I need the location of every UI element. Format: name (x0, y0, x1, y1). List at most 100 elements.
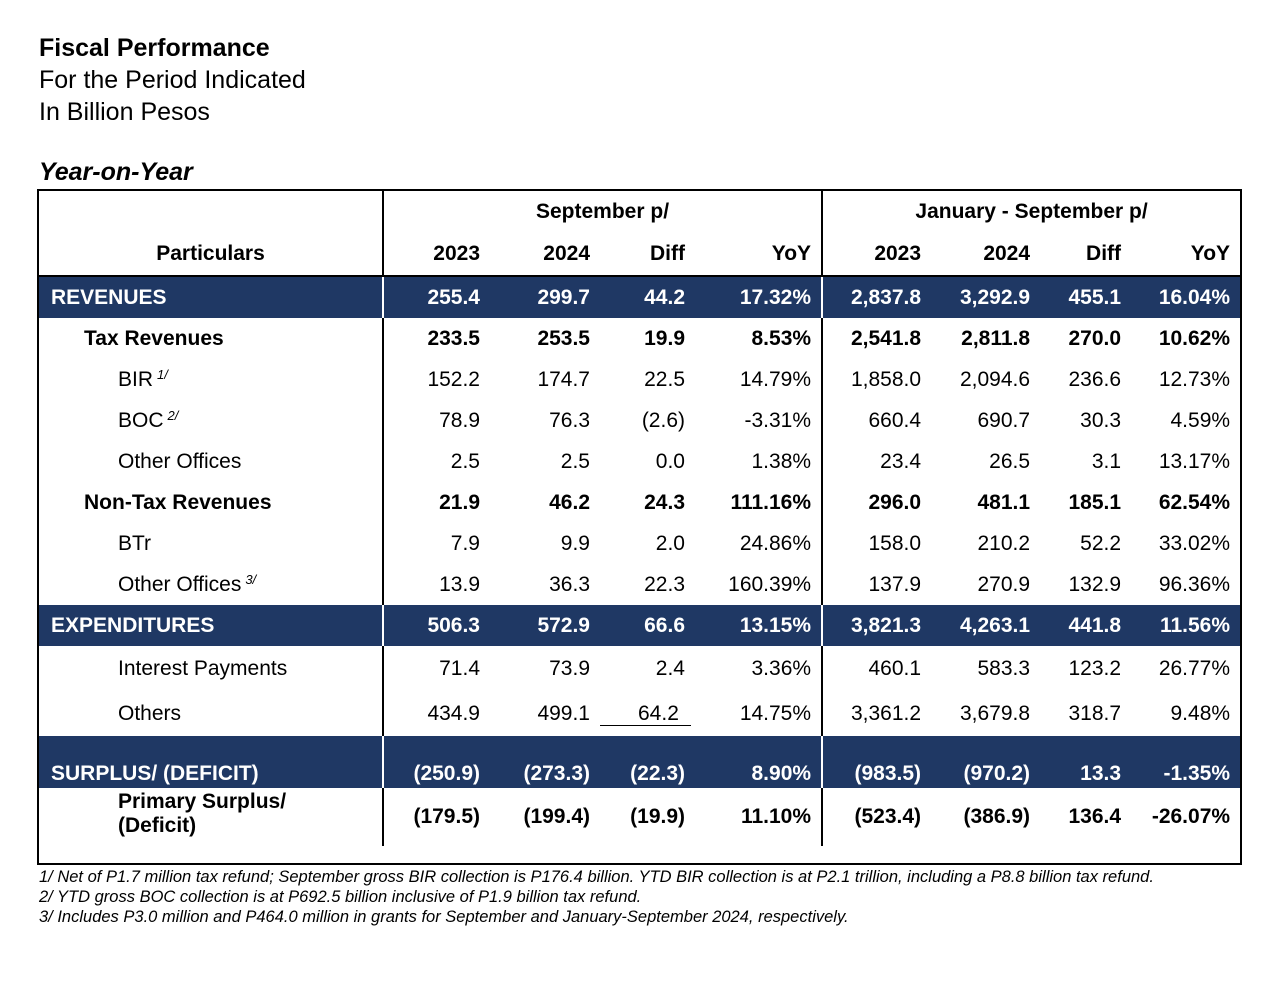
cell: 13.9 (382, 564, 490, 605)
column-header: Diff (1086, 242, 1122, 265)
row-label: Non-Tax Revenues (84, 490, 272, 514)
row-label: (Deficit) (118, 814, 197, 837)
cell: 21.9 (382, 482, 490, 523)
row-label-cell: BOC 2/ (39, 400, 383, 441)
cell: 2.4 (655, 656, 685, 680)
cell: 7.9 (382, 523, 490, 564)
cell: 33.02% (1158, 531, 1231, 555)
cell: 11.56% (1131, 605, 1241, 646)
cell: 30.3 (1080, 408, 1122, 432)
cell: 2,541.8 (821, 318, 932, 359)
footnote-ref: 3/ (245, 572, 257, 587)
column-header: 2023 (382, 233, 490, 276)
cell: 2,811.8 (961, 326, 1031, 350)
table-row-expenditures: EXPENDITURES 506.3 572.9 66.6 13.15% 3,8… (39, 605, 1241, 646)
cell: 185.1 (1068, 490, 1122, 514)
group-header-september: September p/ (381, 191, 823, 233)
cell: 137.9 (821, 564, 932, 605)
cell: 8.53% (751, 326, 812, 350)
cell: 111.16% (730, 490, 812, 514)
cell: 71.4 (382, 646, 490, 691)
cell: 233.5 (382, 318, 490, 359)
cell: 46.2 (549, 490, 590, 514)
cell: 152.2 (382, 359, 490, 400)
page-subtitle-period: For the Period Indicated (39, 66, 306, 94)
cell: 660.4 (821, 400, 932, 441)
cell: 24.86% (739, 531, 812, 555)
row-label: BTr (118, 531, 152, 555)
cell: 434.9 (382, 691, 490, 736)
section-heading: Year-on-Year (39, 158, 193, 186)
cell: -3.31% (744, 408, 812, 432)
cell: 14.75% (739, 701, 812, 725)
page-subtitle-units: In Billion Pesos (39, 98, 210, 126)
cell: 14.79% (739, 367, 812, 391)
row-label: Other Offices (118, 573, 242, 596)
cell: 13.17% (1158, 449, 1231, 473)
cell: 64.2 (600, 701, 691, 726)
row-label: REVENUES (39, 275, 383, 318)
row-label: EXPENDITURES (39, 605, 383, 646)
cell: 23.4 (821, 441, 932, 482)
cell: 52.2 (1080, 531, 1122, 555)
table-row-bir: BIR 1/ 152.2 174.7 22.5 14.79% 1,858.0 2,… (39, 359, 1240, 400)
header-group-row: September p/ January - September p/ (39, 191, 1241, 233)
cell: 3,821.3 (821, 605, 932, 646)
cell: 296.0 (821, 482, 932, 523)
table-row-revenues: REVENUES 255.4 299.7 44.2 17.32% 2,837.8… (39, 275, 1241, 318)
cell: 255.4 (382, 275, 490, 318)
cell: 2.0 (655, 531, 685, 555)
cell: 24.3 (644, 490, 685, 514)
cell: 2,837.8 (821, 275, 932, 318)
cell: 76.3 (549, 408, 590, 432)
row-label: Primary Surplus/ (118, 790, 287, 813)
cell: 1.38% (751, 449, 812, 473)
cell: 2,094.6 (959, 367, 1031, 391)
cell: (2.6) (641, 408, 685, 432)
cell: 583.3 (977, 656, 1031, 680)
cell: 9.9 (560, 531, 590, 555)
column-header: YoY (1190, 242, 1231, 265)
table-row-primary-surplus: Primary Surplus/(Deficit) (179.5) (199.4… (39, 788, 1240, 846)
row-label-cell: Other Offices 3/ (39, 564, 383, 605)
cell: 160.39% (728, 572, 812, 596)
row-label: Other Offices (118, 449, 242, 473)
cell: 460.1 (821, 646, 932, 691)
row-label: BOC (118, 409, 164, 432)
cell: 299.7 (490, 275, 600, 318)
table-row-surplus-deficit: SURPLUS/ (DEFICIT) (250.9) (273.3) (22.3… (39, 736, 1241, 788)
cell: 36.3 (549, 572, 590, 596)
table-row-tax-revenues: Tax Revenues 233.5 253.5 19.9 8.53% 2,54… (39, 318, 1240, 359)
cell: 8.90% (695, 736, 823, 788)
cell: 210.2 (977, 531, 1031, 555)
cell: 270.9 (977, 572, 1031, 596)
column-header: 2023 (821, 233, 932, 276)
table-row-non-tax-revenues: Non-Tax Revenues 21.9 46.2 24.3 111.16% … (39, 482, 1240, 523)
cell: 506.3 (382, 605, 490, 646)
footnote-3: 3/ Includes P3.0 million and P464.0 mill… (39, 908, 849, 926)
cell: 26.77% (1158, 656, 1231, 680)
cell: (250.9) (382, 736, 490, 788)
fiscal-performance-table: September p/ January - September p/ Part… (39, 191, 1241, 846)
cell: 236.6 (1068, 367, 1122, 391)
row-label: BIR (118, 368, 154, 391)
cell: (199.4) (523, 805, 590, 828)
page-title: Fiscal Performance (39, 34, 270, 62)
cell: (983.5) (821, 736, 932, 788)
cell: 96.36% (1158, 572, 1231, 596)
cell: 158.0 (821, 523, 932, 564)
table-row-interest-payments: Interest Payments 71.4 73.9 2.4 3.36% 46… (39, 646, 1240, 691)
cell: 132.9 (1068, 572, 1122, 596)
title-block: Fiscal Performance For the Period Indica… (39, 32, 306, 128)
header-column-row: Particulars 2023 2024 Diff YoY 2023 2024… (39, 233, 1240, 276)
cell: 3,292.9 (931, 275, 1041, 318)
cell: 12.73% (1158, 367, 1231, 391)
cell: -26.07% (1151, 805, 1231, 828)
table-row-btr: BTr 7.9 9.9 2.0 24.86% 158.0 210.2 52.2 … (39, 523, 1240, 564)
cell: 481.1 (977, 490, 1031, 514)
column-header: 2024 (983, 242, 1031, 265)
cell: 270.0 (1068, 326, 1122, 350)
cell: 13.3 (1040, 736, 1132, 788)
cell: 62.54% (1158, 490, 1231, 514)
footnote-1: 1/ Net of P1.7 million tax refund; Septe… (39, 868, 1154, 886)
